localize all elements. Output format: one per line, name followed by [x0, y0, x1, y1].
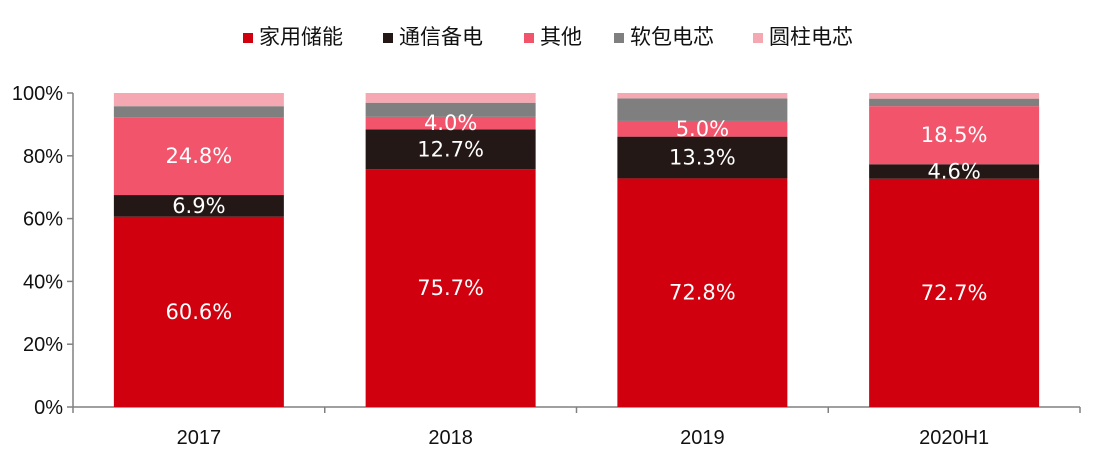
- y-tick-label: 80%: [23, 146, 63, 168]
- bar-segment-2-3: [617, 98, 788, 121]
- legend-swatch-1: [383, 33, 393, 43]
- bar-data-label: 75.7%: [417, 276, 484, 300]
- legend-label-0: 家用储能: [259, 25, 343, 49]
- x-tick-label: 2019: [680, 427, 725, 449]
- y-tick-label: 100%: [12, 83, 63, 105]
- bar-segment-2-4: [617, 93, 788, 99]
- x-tick-label: 2020H1: [919, 427, 989, 449]
- bar-labels: 60.6% 6.9% 24.8% 75.7% 12.7%4.0% 72.8% 13.3% 5.…: [166, 111, 988, 324]
- legend-label-3: 软包电芯: [630, 25, 714, 49]
- bar-segment-1-3: [365, 102, 536, 117]
- bar-data-label: 60.6%: [166, 300, 233, 324]
- bar-segment-1-0: [365, 169, 536, 407]
- legend-swatch-4: [753, 33, 763, 43]
- legend-label-1: 通信备电: [399, 25, 483, 49]
- y-tick-label: 0%: [34, 397, 63, 419]
- bar-segment-3-2: [869, 106, 1040, 165]
- bar-segment-0-4: [113, 93, 284, 107]
- y-tick-label: 40%: [23, 271, 63, 293]
- y-tick-label: 60%: [23, 209, 63, 231]
- legend-swatch-3: [614, 33, 624, 43]
- bar-segment-0-1: [113, 195, 284, 217]
- bar-segment-3-4: [869, 93, 1040, 99]
- bar-data-label: 72.8%: [669, 281, 736, 305]
- bar-segment-1-4: [365, 93, 536, 103]
- y-axis: 0% 20% 40% 60% 80% 100%: [12, 83, 74, 419]
- bar-segment-2-0: [617, 178, 788, 407]
- bar-data-label: 4.0%: [424, 111, 477, 135]
- bar-segment-2-2: [617, 120, 788, 137]
- legend-label-2: 其他: [540, 25, 582, 49]
- legend-label-4: 圆柱电芯: [769, 25, 853, 49]
- bars: [113, 93, 1040, 407]
- bar-segment-1-1: [365, 129, 536, 170]
- bar-segment-3-3: [869, 98, 1040, 107]
- bar-data-label: 12.7%: [417, 137, 484, 161]
- y-tick-label: 20%: [23, 334, 63, 356]
- bar-segment-0-3: [113, 106, 284, 118]
- bar-segment-1-2: [365, 116, 536, 130]
- x-axis: 2017 2018 2019 2020H1: [72, 406, 1081, 449]
- bar-segment-2-1: [617, 136, 788, 179]
- bar-data-label: 4.6%: [927, 160, 980, 184]
- bar-segment-0-0: [113, 216, 284, 407]
- bar-data-label: 72.7%: [921, 281, 988, 305]
- legend: 家用储能 通信备电 其他 软包电芯 圆柱电芯: [243, 25, 853, 49]
- bar-data-label: 6.9%: [172, 194, 225, 218]
- legend-swatch-0: [243, 33, 253, 43]
- bar-data-label: 5.0%: [676, 117, 729, 141]
- x-tick-label: 2018: [428, 427, 473, 449]
- bar-data-label: 18.5%: [921, 123, 988, 147]
- bar-segment-3-1: [869, 164, 1040, 179]
- x-tick-label: 2017: [177, 427, 222, 449]
- bar-data-label: 13.3%: [669, 146, 736, 170]
- bar-segment-3-0: [869, 178, 1040, 407]
- bar-data-label: 24.8%: [166, 144, 233, 168]
- legend-swatch-2: [524, 33, 534, 43]
- bar-segment-0-2: [113, 117, 284, 196]
